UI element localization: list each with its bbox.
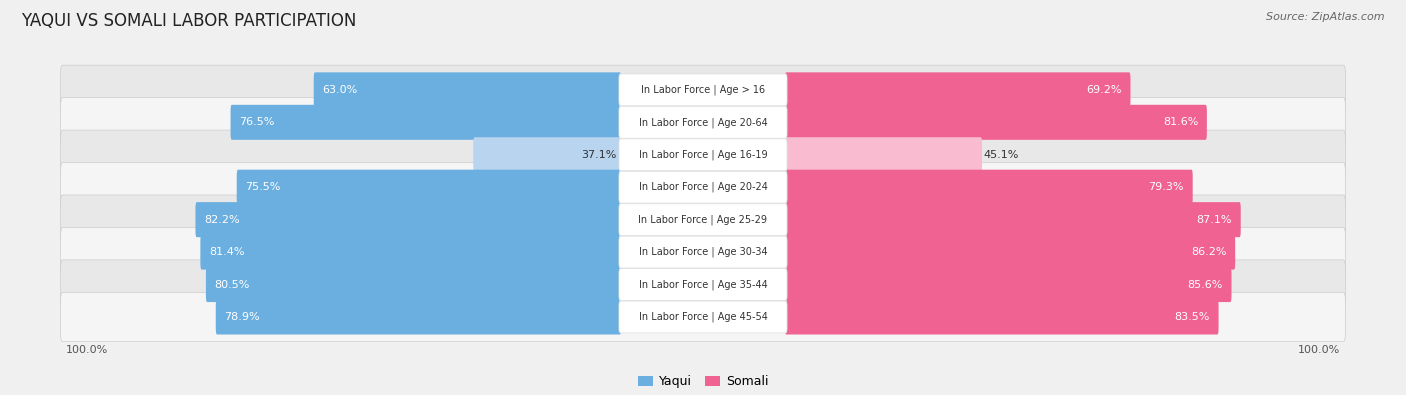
Text: 85.6%: 85.6% <box>1188 280 1223 290</box>
Text: 75.5%: 75.5% <box>245 182 281 192</box>
Text: 87.1%: 87.1% <box>1197 214 1232 225</box>
FancyBboxPatch shape <box>785 202 1240 237</box>
Text: 81.4%: 81.4% <box>209 247 245 257</box>
FancyBboxPatch shape <box>60 195 1346 244</box>
FancyBboxPatch shape <box>60 228 1346 277</box>
FancyBboxPatch shape <box>60 65 1346 115</box>
FancyBboxPatch shape <box>60 130 1346 179</box>
FancyBboxPatch shape <box>785 235 1236 270</box>
Text: In Labor Force | Age 30-34: In Labor Force | Age 30-34 <box>638 247 768 258</box>
Text: 63.0%: 63.0% <box>322 85 357 95</box>
Text: 86.2%: 86.2% <box>1191 247 1226 257</box>
FancyBboxPatch shape <box>474 137 621 172</box>
FancyBboxPatch shape <box>785 137 981 172</box>
Text: 81.6%: 81.6% <box>1163 117 1198 127</box>
FancyBboxPatch shape <box>201 235 621 270</box>
Text: 79.3%: 79.3% <box>1149 182 1184 192</box>
Text: 45.1%: 45.1% <box>984 150 1019 160</box>
FancyBboxPatch shape <box>785 299 1219 335</box>
FancyBboxPatch shape <box>785 72 1130 107</box>
Text: 76.5%: 76.5% <box>239 117 274 127</box>
FancyBboxPatch shape <box>215 299 621 335</box>
FancyBboxPatch shape <box>619 74 787 106</box>
FancyBboxPatch shape <box>60 292 1346 342</box>
FancyBboxPatch shape <box>195 202 621 237</box>
FancyBboxPatch shape <box>619 269 787 301</box>
FancyBboxPatch shape <box>619 301 787 333</box>
Text: 83.5%: 83.5% <box>1174 312 1211 322</box>
FancyBboxPatch shape <box>60 163 1346 212</box>
FancyBboxPatch shape <box>205 267 621 302</box>
FancyBboxPatch shape <box>785 170 1192 205</box>
FancyBboxPatch shape <box>619 171 787 203</box>
FancyBboxPatch shape <box>236 170 621 205</box>
Text: 78.9%: 78.9% <box>225 312 260 322</box>
FancyBboxPatch shape <box>619 139 787 171</box>
Text: In Labor Force | Age 16-19: In Labor Force | Age 16-19 <box>638 149 768 160</box>
Legend: Yaqui, Somali: Yaqui, Somali <box>633 371 773 393</box>
FancyBboxPatch shape <box>314 72 621 107</box>
FancyBboxPatch shape <box>785 267 1232 302</box>
FancyBboxPatch shape <box>619 106 787 138</box>
FancyBboxPatch shape <box>60 260 1346 309</box>
Text: 37.1%: 37.1% <box>582 150 617 160</box>
Text: In Labor Force | Age 25-29: In Labor Force | Age 25-29 <box>638 214 768 225</box>
Text: Source: ZipAtlas.com: Source: ZipAtlas.com <box>1267 12 1385 22</box>
Text: In Labor Force | Age > 16: In Labor Force | Age > 16 <box>641 85 765 95</box>
FancyBboxPatch shape <box>60 98 1346 147</box>
Text: 69.2%: 69.2% <box>1087 85 1122 95</box>
Text: In Labor Force | Age 20-64: In Labor Force | Age 20-64 <box>638 117 768 128</box>
FancyBboxPatch shape <box>231 105 621 140</box>
FancyBboxPatch shape <box>619 204 787 235</box>
FancyBboxPatch shape <box>619 236 787 268</box>
FancyBboxPatch shape <box>785 105 1206 140</box>
Text: In Labor Force | Age 45-54: In Labor Force | Age 45-54 <box>638 312 768 322</box>
Text: In Labor Force | Age 35-44: In Labor Force | Age 35-44 <box>638 279 768 290</box>
Text: 82.2%: 82.2% <box>204 214 239 225</box>
Text: YAQUI VS SOMALI LABOR PARTICIPATION: YAQUI VS SOMALI LABOR PARTICIPATION <box>21 12 357 30</box>
Text: In Labor Force | Age 20-24: In Labor Force | Age 20-24 <box>638 182 768 192</box>
Text: 80.5%: 80.5% <box>215 280 250 290</box>
